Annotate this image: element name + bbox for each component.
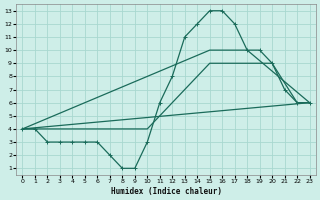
X-axis label: Humidex (Indice chaleur): Humidex (Indice chaleur) [110, 187, 221, 196]
